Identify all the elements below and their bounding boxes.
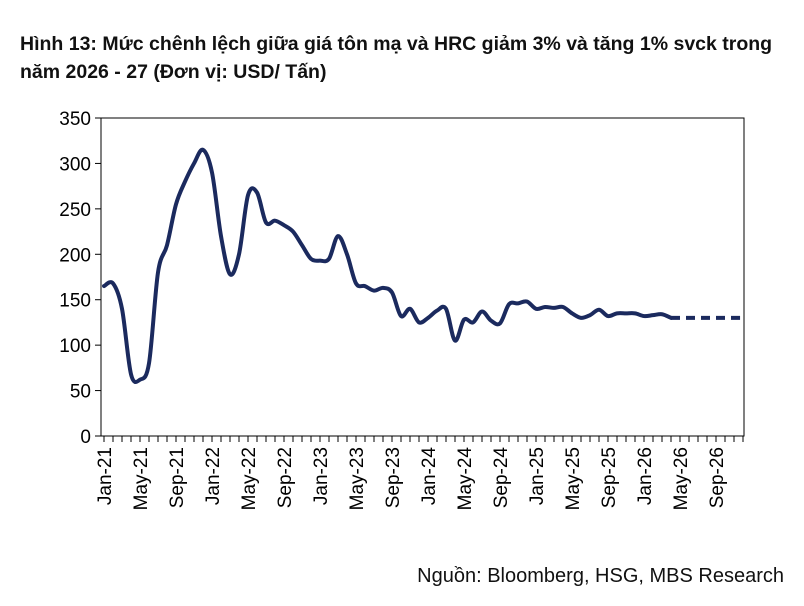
plot-frame	[100, 117, 745, 437]
x-tick-label: Sep-23	[383, 447, 404, 508]
x-tick-label: May-22	[239, 447, 260, 510]
y-tick-label: 50	[70, 382, 91, 403]
x-tick-label: Sep-22	[275, 447, 296, 508]
x-axis: Jan-21 May-21 Sep-21 Jan-22 May-22 Sep-22 Jan-…	[95, 436, 744, 511]
y-axis: 0 50 100 150 200 250 300 350	[59, 109, 101, 448]
x-tick-label: Jan-22	[203, 447, 224, 505]
y-tick-label: 100	[59, 336, 91, 357]
source-note: Nguồn: Bloomberg, HSG, MBS Research	[417, 565, 784, 587]
x-tick-label: May-26	[671, 447, 692, 510]
x-tick-label: Jan-26	[635, 447, 656, 505]
x-tick-label: May-23	[347, 447, 368, 510]
y-tick-label: 200	[59, 245, 91, 266]
chart-title: Hình 13: Mức chênh lệch giữa giá tôn mạ …	[20, 33, 773, 83]
x-tick-label: Jan-24	[419, 447, 440, 506]
x-tick-label: May-21	[131, 447, 152, 510]
history-line	[102, 147, 673, 385]
y-tick-label: 350	[59, 109, 91, 130]
x-tick-label: Jan-25	[527, 447, 548, 505]
x-tick-label: Sep-26	[707, 447, 728, 508]
y-tick-label: 250	[59, 200, 91, 221]
x-tick-label: May-25	[563, 447, 584, 510]
y-tick-label: 150	[59, 291, 91, 312]
x-tick-label: Sep-24	[491, 447, 512, 509]
line-chart: 0 50 100 150 200 250 300 350 Jan-21 May-21 Sep-21…	[59, 109, 745, 511]
series-group	[102, 147, 743, 385]
x-tick-label: May-24	[455, 447, 476, 511]
x-tick-label: Jan-23	[311, 447, 332, 505]
y-tick-label: 300	[59, 154, 91, 175]
x-tick-label: Sep-25	[599, 447, 620, 508]
x-tick-label: Jan-21	[95, 447, 116, 505]
x-tick-label: Sep-21	[167, 447, 188, 508]
y-tick-label: 0	[80, 427, 91, 448]
